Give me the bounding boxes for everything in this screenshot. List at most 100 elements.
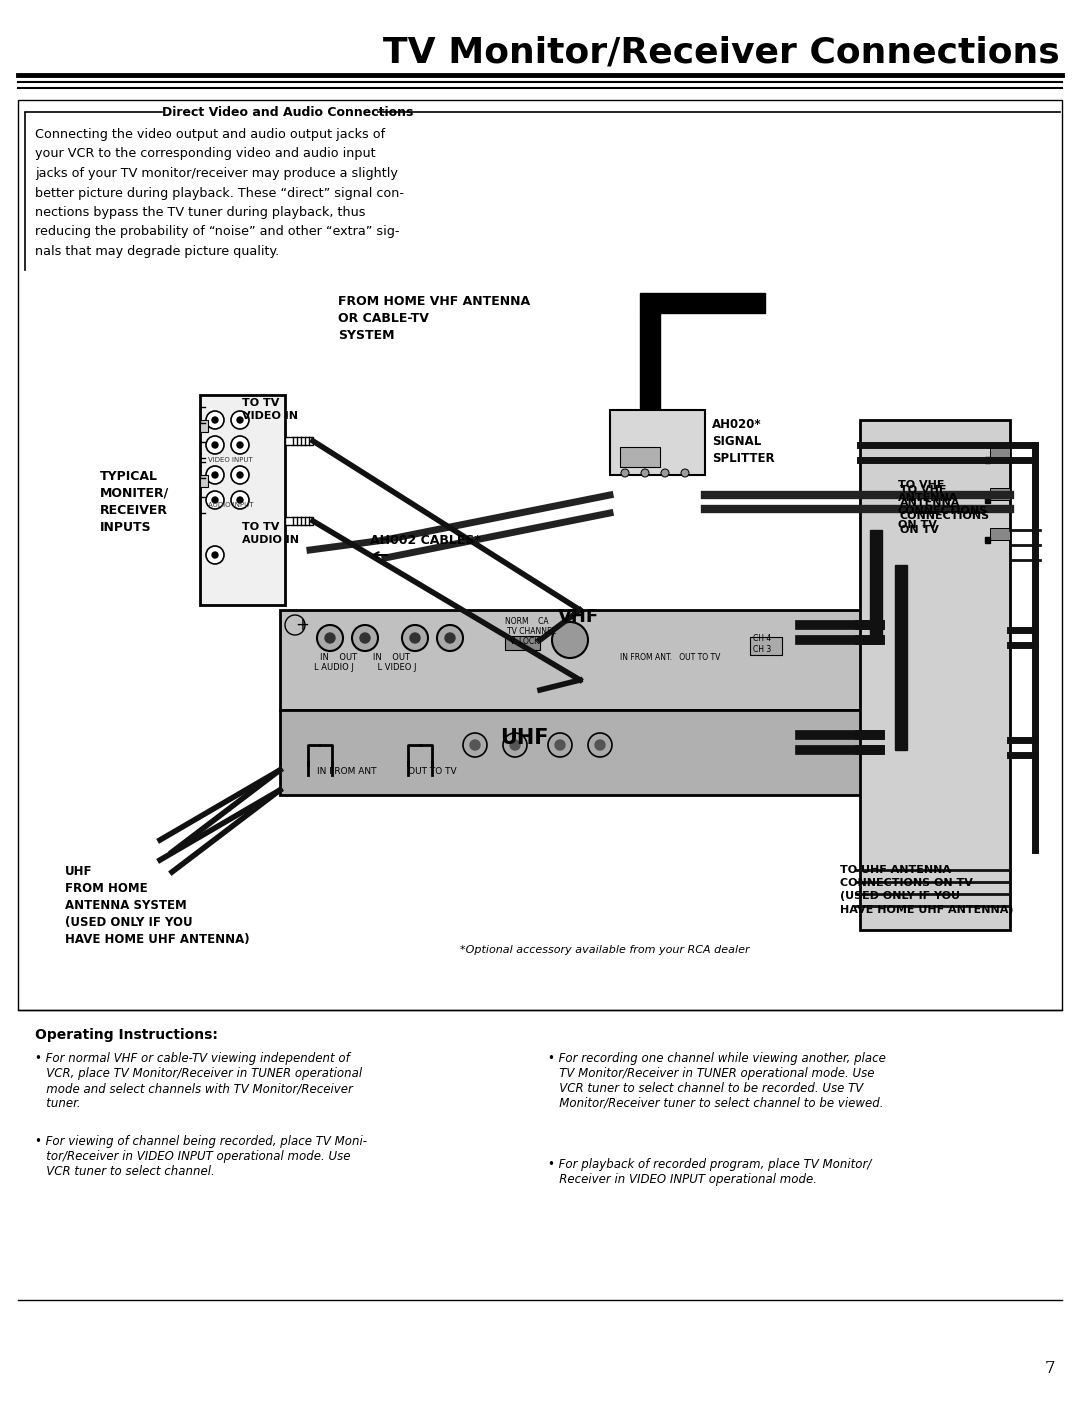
- Circle shape: [548, 732, 572, 758]
- Text: nections bypass the TV tuner during playback, thus: nections bypass the TV tuner during play…: [35, 206, 365, 219]
- Text: jacks of your TV monitor/receiver may produce a slightly: jacks of your TV monitor/receiver may pr…: [35, 167, 397, 180]
- Bar: [280, 610, 890, 710]
- Bar: [610, 410, 705, 476]
- Text: 7: 7: [1045, 1360, 1055, 1376]
- Text: TO TV
AUDIO IN: TO TV AUDIO IN: [242, 522, 299, 546]
- Text: Direct Video and Audio Connections: Direct Video and Audio Connections: [162, 105, 414, 118]
- Circle shape: [555, 739, 565, 751]
- Text: • For normal VHF or cable-TV viewing independent of
   VCR, place TV Monitor/Rec: • For normal VHF or cable-TV viewing ind…: [35, 1052, 362, 1110]
- Text: TV CHANNEL: TV CHANNEL: [507, 627, 556, 637]
- Text: UHF
FROM HOME
ANTENNA SYSTEM
(USED ONLY IF YOU
HAVE HOME UHF ANTENNA): UHF FROM HOME ANTENNA SYSTEM (USED ONLY …: [65, 866, 249, 946]
- Text: VHF: VHF: [558, 607, 599, 626]
- Text: V. LOCK: V. LOCK: [510, 637, 539, 647]
- Bar: [505, 636, 540, 650]
- Bar: [985, 457, 990, 463]
- Bar: [610, 418, 622, 422]
- Text: better picture during playback. These “direct” signal con-: better picture during playback. These “d…: [35, 187, 404, 199]
- Text: L AUDIO J         L VIDEO J: L AUDIO J L VIDEO J: [314, 664, 417, 672]
- Circle shape: [445, 633, 455, 643]
- Circle shape: [410, 633, 420, 643]
- Circle shape: [237, 417, 243, 422]
- Text: your VCR to the corresponding video and audio input: your VCR to the corresponding video and …: [35, 147, 376, 160]
- Circle shape: [503, 732, 527, 758]
- Bar: [990, 488, 1010, 499]
- Text: • For recording one channel while viewing another, place
   TV Monitor/Receiver : • For recording one channel while viewin…: [548, 1052, 886, 1110]
- Text: nals that may degrade picture quality.: nals that may degrade picture quality.: [35, 246, 280, 258]
- Text: IN FROM ANT.   OUT TO TV: IN FROM ANT. OUT TO TV: [620, 654, 720, 662]
- Circle shape: [463, 732, 487, 758]
- Bar: [895, 565, 907, 751]
- Bar: [990, 448, 1010, 460]
- Text: FROM HOME VHF ANTENNA
OR CABLE-TV
SYSTEM: FROM HOME VHF ANTENNA OR CABLE-TV SYSTEM: [338, 295, 530, 342]
- Circle shape: [237, 497, 243, 504]
- Bar: [200, 419, 208, 432]
- Text: • For playback of recorded program, place TV Monitor/
   Receiver in VIDEO INPUT: • For playback of recorded program, plac…: [548, 1157, 872, 1186]
- Text: UHF: UHF: [500, 728, 549, 748]
- Text: TYPICAL
MONITER/
RECEIVER
INPUTS: TYPICAL MONITER/ RECEIVER INPUTS: [100, 470, 170, 535]
- Bar: [280, 710, 890, 796]
- Circle shape: [437, 624, 463, 651]
- Bar: [620, 448, 660, 467]
- Bar: [750, 637, 782, 655]
- Text: TO UHF ANTENNA
CONNECTIONS ON TV
(USED ONLY IF YOU
HAVE HOME UHF ANTENNA): TO UHF ANTENNA CONNECTIONS ON TV (USED O…: [840, 866, 1013, 915]
- Circle shape: [206, 436, 224, 455]
- Circle shape: [231, 411, 249, 429]
- Circle shape: [206, 491, 224, 509]
- Text: *Optional accessory available from your RCA dealer: *Optional accessory available from your …: [460, 946, 750, 955]
- Bar: [860, 419, 1010, 930]
- Circle shape: [231, 466, 249, 484]
- Circle shape: [470, 739, 480, 751]
- Bar: [985, 537, 990, 543]
- Text: • For viewing of channel being recorded, place TV Moni-
   tor/Receiver in VIDEO: • For viewing of channel being recorded,…: [35, 1135, 367, 1179]
- Circle shape: [595, 739, 605, 751]
- Circle shape: [206, 466, 224, 484]
- Bar: [18, 100, 1062, 1010]
- Text: VIDEO INPUT: VIDEO INPUT: [208, 457, 253, 463]
- Circle shape: [212, 551, 218, 558]
- Bar: [640, 293, 765, 313]
- Circle shape: [642, 469, 649, 477]
- Circle shape: [402, 624, 428, 651]
- Bar: [640, 313, 660, 410]
- Bar: [870, 530, 882, 640]
- Circle shape: [212, 442, 218, 448]
- Text: IN    OUT      IN    OUT: IN OUT IN OUT: [320, 654, 410, 662]
- Text: AUDIO INPUT: AUDIO INPUT: [208, 502, 254, 508]
- Circle shape: [588, 732, 612, 758]
- Circle shape: [510, 739, 519, 751]
- Circle shape: [237, 471, 243, 478]
- Bar: [622, 410, 640, 418]
- Circle shape: [621, 469, 629, 477]
- Text: CH 4
CH 3: CH 4 CH 3: [753, 634, 771, 654]
- Bar: [200, 396, 285, 605]
- Text: reducing the probability of “noise” and other “extra” sig-: reducing the probability of “noise” and …: [35, 226, 400, 239]
- Text: TO VHF
ANTENNA
CONNECTIONS
ON TV: TO VHF ANTENNA CONNECTIONS ON TV: [897, 480, 988, 529]
- Text: Operating Instructions:: Operating Instructions:: [35, 1028, 218, 1042]
- Text: TV Monitor/Receiver Connections: TV Monitor/Receiver Connections: [383, 35, 1059, 69]
- Text: IN FROM ANT           OUT TO TV: IN FROM ANT OUT TO TV: [318, 767, 457, 776]
- Circle shape: [552, 622, 588, 658]
- Circle shape: [237, 442, 243, 448]
- Text: TO VHF
ANTENNA
CONNECTIONS
ON TV: TO VHF ANTENNA CONNECTIONS ON TV: [900, 485, 990, 535]
- Bar: [985, 497, 990, 504]
- Text: +: +: [295, 616, 309, 634]
- Circle shape: [231, 491, 249, 509]
- Text: AH002 CABLES*: AH002 CABLES*: [370, 533, 481, 547]
- Circle shape: [212, 417, 218, 422]
- Circle shape: [212, 497, 218, 504]
- Circle shape: [231, 436, 249, 455]
- Text: TO TV
VIDEO IN: TO TV VIDEO IN: [242, 398, 298, 421]
- Circle shape: [206, 546, 224, 564]
- Text: AH020*
SIGNAL
SPLITTER: AH020* SIGNAL SPLITTER: [712, 418, 774, 464]
- Circle shape: [212, 471, 218, 478]
- Text: NORM    CA: NORM CA: [505, 617, 549, 627]
- Circle shape: [360, 633, 370, 643]
- Bar: [990, 528, 1010, 540]
- Circle shape: [325, 633, 335, 643]
- Circle shape: [318, 624, 343, 651]
- Bar: [200, 476, 208, 487]
- Circle shape: [206, 411, 224, 429]
- Bar: [285, 436, 313, 445]
- Bar: [285, 516, 313, 525]
- Circle shape: [681, 469, 689, 477]
